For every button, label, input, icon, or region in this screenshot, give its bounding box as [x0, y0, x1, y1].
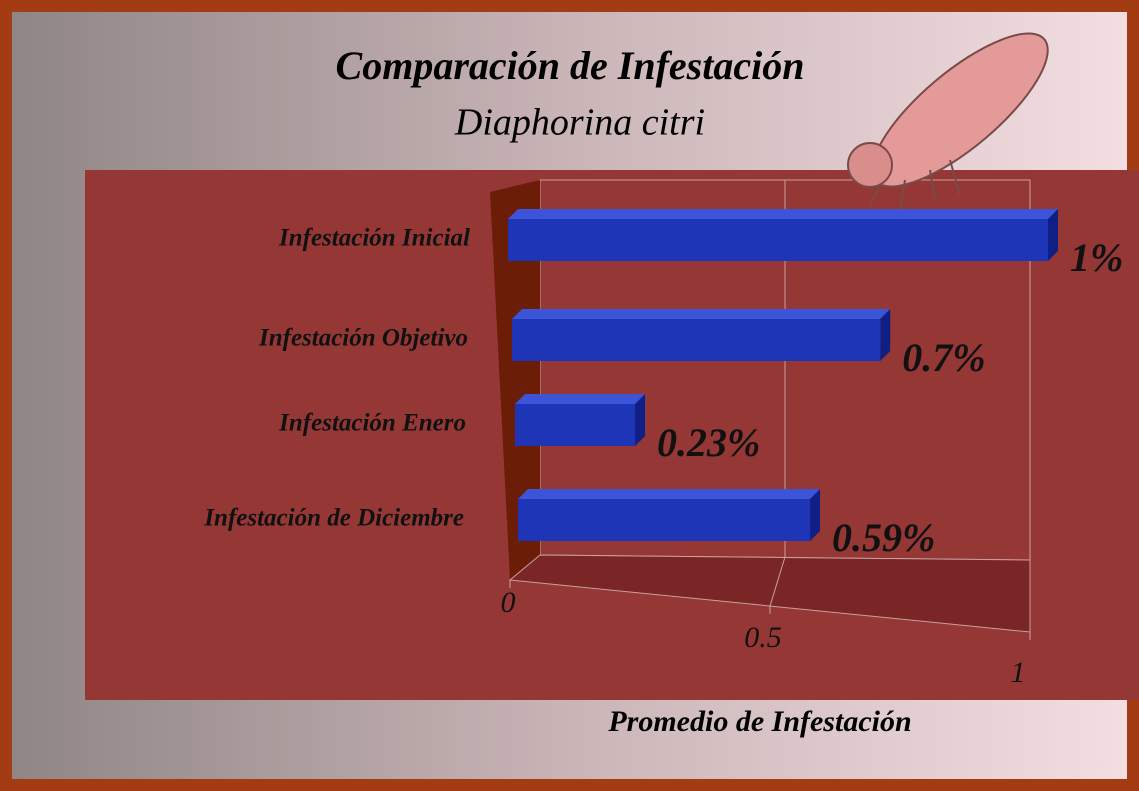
bar	[512, 309, 890, 361]
y-tick-label: Infestación Enero	[278, 410, 466, 437]
y-tick-label: Infestación Inicial	[278, 225, 470, 252]
x-tick-label: 1	[1011, 656, 1026, 689]
x-tick-label: 0	[501, 586, 516, 619]
bar	[518, 489, 820, 541]
bar-front	[512, 319, 880, 361]
bar-top	[518, 489, 820, 499]
chart-title: Comparación de Infestación	[336, 43, 805, 88]
value-label: 1%	[1070, 235, 1123, 280]
x-axis-label: Promedio de Infestación	[607, 705, 911, 738]
bar-front	[508, 219, 1048, 261]
bar-front	[518, 499, 810, 541]
x-tick-label: 0.5	[744, 621, 782, 654]
bar-front	[515, 404, 635, 446]
value-label: 0.7%	[902, 335, 985, 380]
y-tick-label: Infestación de Diciembre	[203, 505, 464, 532]
bar-top	[512, 309, 890, 319]
chart-subtitle: Diaphorina citri	[454, 102, 705, 144]
bar-top	[515, 394, 645, 404]
y-tick-label: Infestación Objetivo	[258, 325, 468, 352]
chart: Comparación de Infestación Diaphorina ci…	[0, 0, 1139, 791]
bar	[508, 209, 1058, 261]
value-label: 0.59%	[832, 515, 935, 560]
bar-top	[508, 209, 1058, 219]
value-label: 0.23%	[657, 420, 760, 465]
bar	[515, 394, 645, 446]
